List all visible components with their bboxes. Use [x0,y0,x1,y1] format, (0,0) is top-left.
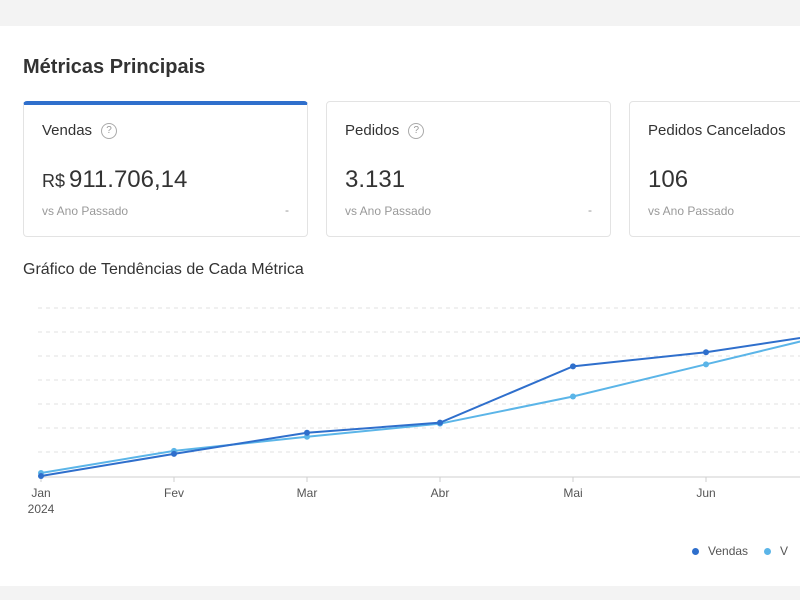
card-label: Pedidos Cancelados [648,122,786,139]
card-label: Pedidos [345,122,400,139]
x-tick-label: Abr [431,486,450,500]
x-tick-label: Fev [164,486,184,500]
card-delta: - [588,203,592,217]
card-compare-label: vs Ano Passado [345,204,432,218]
x-tick-label: Jun [696,486,715,500]
chart-title: Gráfico de Tendências de Cada Métrica [23,261,304,278]
x-tick-label: Jan [31,486,50,500]
data-point-vendas [171,450,177,457]
card-amount: 911.706,14 [69,166,188,193]
data-point-v [703,361,709,368]
data-point-vendas [570,363,576,370]
legend-label: Vendas [708,544,749,558]
card-delta: - [285,203,289,217]
metric-card-pedidos-cancelados[interactable]: Pedidos Cancelados 106 vs Ano Passado [629,101,800,237]
metric-card-vendas[interactable]: Vendas ? R$ 911.706,14 vs Ano Passado - [23,101,308,237]
question-circle-icon[interactable]: ? [101,122,118,139]
data-point-vendas [437,419,443,426]
x-tick-label: Mar [297,486,318,500]
page-title: Métricas Principais [23,56,206,78]
currency-symbol: R$ [42,171,66,191]
card-compare-label: vs Ano Passado [42,204,129,218]
metric-card-pedidos[interactable]: Pedidos ? 3.131 vs Ano Passado - [326,101,611,237]
x-year-label: 2024 [28,502,55,516]
chart-legend: Vendas V [692,544,788,558]
card-compare-label: vs Ano Passado [648,204,735,218]
card-label: Vendas [42,122,93,139]
legend-item-v[interactable]: V [764,544,788,558]
card-value: 106 [648,166,689,193]
legend-label: V [780,544,789,558]
question-circle-icon[interactable]: ? [408,122,425,139]
legend-dot [764,547,772,555]
trend-line-chart: JanFevMarAbrMaiJunJul2024 [28,307,800,516]
data-point-vendas [703,349,709,356]
legend-dot [692,547,699,555]
card-value: R$ 911.706,14 [42,166,187,194]
legend-item-vendas[interactable]: Vendas [692,544,748,558]
data-point-v [570,393,576,400]
data-point-vendas [304,429,310,436]
data-point-vendas [38,472,44,479]
x-tick-label: Mai [563,486,582,500]
card-value: 3.131 [345,166,406,193]
metrics-panel: Métricas Principais Vendas ? R$ 911.706,1… [0,26,800,586]
